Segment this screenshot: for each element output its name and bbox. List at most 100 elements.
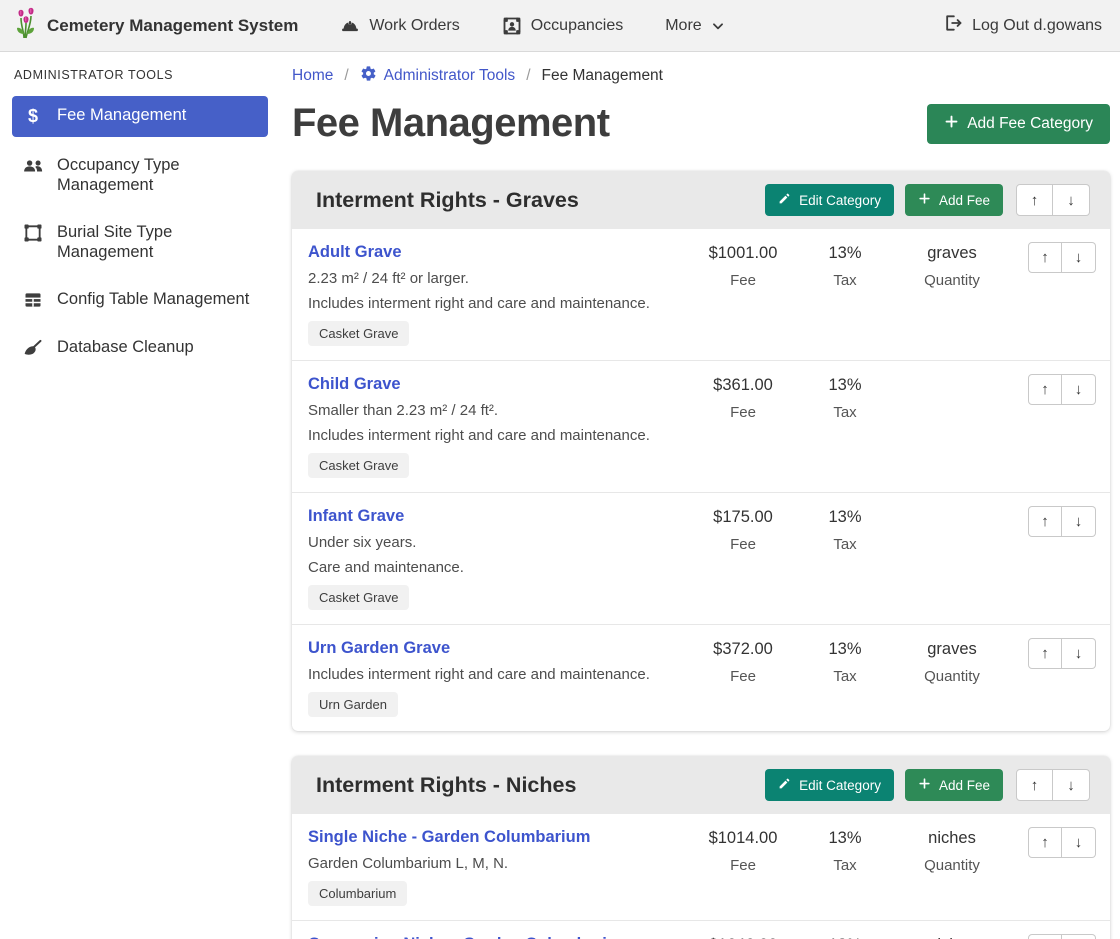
sidebar-item-occupancy-type[interactable]: Occupancy Type Management xyxy=(12,146,268,204)
fee-description: Includes interment right and care and ma… xyxy=(308,295,684,312)
nav-work-orders[interactable]: Work Orders xyxy=(340,16,459,36)
category-header: Interment Rights - Niches Edit Category … xyxy=(292,756,1110,814)
sidebar-item-label: Database Cleanup xyxy=(57,337,194,357)
chevron-down-icon xyxy=(711,19,725,33)
fee-row: Child Grave Smaller than 2.23 m² / 24 ft… xyxy=(292,360,1110,492)
page-title: Fee Management xyxy=(292,101,610,146)
breadcrumb-home-link[interactable]: Home xyxy=(292,67,333,85)
occupancy-frame-icon xyxy=(502,16,522,36)
tax-amount: 13% xyxy=(796,508,894,527)
tax-label: Tax xyxy=(796,404,894,421)
category-title: Interment Rights - Niches xyxy=(316,773,754,798)
quantity-label: Quantity xyxy=(894,272,1010,289)
breadcrumb-admin-tools-link[interactable]: Administrator Tools xyxy=(360,65,516,87)
logout-label: Log Out d.gowans xyxy=(972,17,1102,35)
fee-name-link[interactable]: Child Grave xyxy=(308,375,401,394)
fee-name-link[interactable]: Urn Garden Grave xyxy=(308,639,450,658)
fee-type-badge: Casket Grave xyxy=(308,453,409,478)
logout-button[interactable]: Log Out d.gowans xyxy=(943,13,1102,38)
move-fee-up-button[interactable]: ↑ xyxy=(1028,242,1062,273)
fee-label: Fee xyxy=(690,857,796,874)
app-title: Cemetery Management System xyxy=(47,16,298,36)
move-fee-down-button[interactable]: ↓ xyxy=(1062,374,1096,405)
move-fee-down-button[interactable]: ↓ xyxy=(1062,934,1096,939)
sidebar-item-database-cleanup[interactable]: Database Cleanup xyxy=(12,328,268,367)
fee-type-badge: Casket Grave xyxy=(308,321,409,346)
fee-label: Fee xyxy=(690,272,796,289)
sign-out-icon xyxy=(943,13,963,38)
move-category-down-button[interactable]: ↓ xyxy=(1053,184,1090,216)
sidebar-item-burial-site-type[interactable]: Burial Site Type Management xyxy=(12,213,268,271)
fee-amount: $1014.00 xyxy=(690,829,796,848)
gear-icon xyxy=(360,65,377,87)
top-navbar: Cemetery Management System Work Orders xyxy=(0,0,1120,52)
tax-amount: 13% xyxy=(796,829,894,848)
edit-category-button[interactable]: Edit Category xyxy=(765,769,894,801)
fee-name-link[interactable]: Adult Grave xyxy=(308,243,402,262)
fee-description: 2.23 m² / 24 ft² or larger. xyxy=(308,270,684,287)
breadcrumb-current: Fee Management xyxy=(542,67,664,85)
fee-name-link[interactable]: Infant Grave xyxy=(308,507,404,526)
move-fee-up-button[interactable]: ↑ xyxy=(1028,638,1062,669)
fee-description: Includes interment right and care and ma… xyxy=(308,666,684,683)
add-fee-category-label: Add Fee Category xyxy=(967,115,1093,133)
tax-amount: 13% xyxy=(796,640,894,659)
move-fee-up-button[interactable]: ↑ xyxy=(1028,506,1062,537)
fee-label: Fee xyxy=(690,536,796,553)
move-category-up-button[interactable]: ↑ xyxy=(1016,769,1053,801)
add-fee-category-button[interactable]: Add Fee Category xyxy=(927,104,1110,144)
sidebar-item-fee-management[interactable]: $ Fee Management xyxy=(12,96,268,137)
move-fee-up-button[interactable]: ↑ xyxy=(1028,934,1062,939)
fee-amount: $361.00 xyxy=(690,376,796,395)
add-fee-button[interactable]: Add Fee xyxy=(905,769,1003,801)
add-fee-label: Add Fee xyxy=(939,193,990,208)
breadcrumb-separator: / xyxy=(526,67,530,85)
main-content: Home / Administrator Tools / Fee Managem… xyxy=(280,52,1120,939)
breadcrumb: Home / Administrator Tools / Fee Managem… xyxy=(292,65,1110,87)
broom-icon xyxy=(22,338,44,358)
add-fee-label: Add Fee xyxy=(939,778,990,793)
move-category-up-button[interactable]: ↑ xyxy=(1016,184,1053,216)
tax-amount: 13% xyxy=(796,244,894,263)
tax-label: Tax xyxy=(796,536,894,553)
hard-hat-icon xyxy=(340,16,360,36)
category-title: Interment Rights - Graves xyxy=(316,188,754,213)
quantity-unit: niches xyxy=(894,829,1010,848)
move-fee-down-button[interactable]: ↓ xyxy=(1062,638,1096,669)
quantity-unit: graves xyxy=(894,244,1010,263)
sidebar-item-label: Occupancy Type Management xyxy=(57,155,258,195)
breadcrumb-separator: / xyxy=(344,67,348,85)
dollar-icon: $ xyxy=(22,106,44,128)
nav-more[interactable]: More xyxy=(665,17,724,35)
pencil-icon xyxy=(778,192,791,208)
pencil-icon xyxy=(778,777,791,793)
move-fee-up-button[interactable]: ↑ xyxy=(1028,827,1062,858)
fee-amount: $175.00 xyxy=(690,508,796,527)
move-fee-down-button[interactable]: ↓ xyxy=(1062,827,1096,858)
tax-label: Tax xyxy=(796,272,894,289)
tax-label: Tax xyxy=(796,668,894,685)
quantity-unit: graves xyxy=(894,640,1010,659)
move-fee-down-button[interactable]: ↓ xyxy=(1062,242,1096,273)
nav-occupancies-label: Occupancies xyxy=(531,17,624,35)
nav-occupancies[interactable]: Occupancies xyxy=(502,16,624,36)
sidebar-heading: Administrator Tools xyxy=(14,68,266,82)
edit-category-button[interactable]: Edit Category xyxy=(765,184,894,216)
move-category-down-button[interactable]: ↓ xyxy=(1053,769,1090,801)
fee-type-badge: Urn Garden xyxy=(308,692,398,717)
add-fee-button[interactable]: Add Fee xyxy=(905,184,1003,216)
fee-label: Fee xyxy=(690,668,796,685)
people-icon xyxy=(22,156,44,176)
fee-row: Urn Garden Grave Includes interment righ… xyxy=(292,624,1110,731)
move-fee-up-button[interactable]: ↑ xyxy=(1028,374,1062,405)
sidebar-item-config-table[interactable]: Config Table Management xyxy=(12,280,268,319)
fee-name-link[interactable]: Companion Niche - Garden Columbarium xyxy=(308,935,632,939)
fee-row: Infant Grave Under six years. Care and m… xyxy=(292,492,1110,624)
quantity-label: Quantity xyxy=(894,668,1010,685)
tax-amount: 13% xyxy=(796,376,894,395)
move-fee-down-button[interactable]: ↓ xyxy=(1062,506,1096,537)
app-brand: Cemetery Management System xyxy=(14,6,298,45)
fee-name-link[interactable]: Single Niche - Garden Columbarium xyxy=(308,828,590,847)
quantity-label: Quantity xyxy=(894,857,1010,874)
fee-type-badge: Columbarium xyxy=(308,881,407,906)
